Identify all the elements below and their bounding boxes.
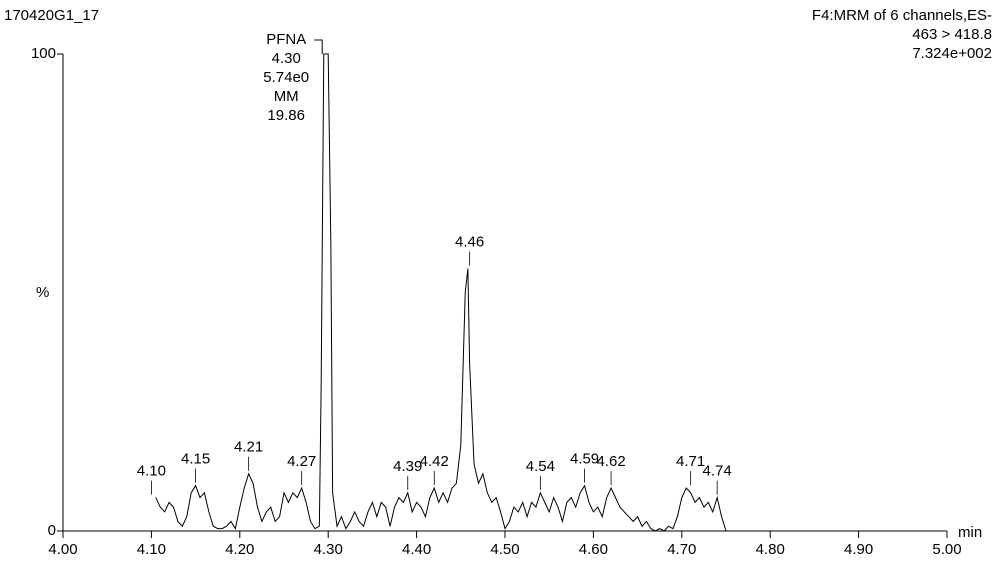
peak-leader bbox=[314, 39, 323, 54]
subtitle: 7.324e+002 bbox=[912, 45, 992, 62]
peak-label: 4.54 bbox=[526, 458, 555, 475]
trace bbox=[155, 53, 727, 532]
peak-label: 4.71 bbox=[676, 453, 705, 470]
x-tick-label: 5.00 bbox=[932, 541, 961, 558]
x-tick-label: 4.40 bbox=[402, 541, 431, 558]
x-tick-label: 4.50 bbox=[490, 541, 519, 558]
peak-label: 4.15 bbox=[181, 451, 210, 468]
x-tick-label: 4.30 bbox=[314, 541, 343, 558]
chart-title: 170420G1_17 bbox=[4, 7, 99, 24]
subtitle: F4:MRM of 6 channels,ES- bbox=[812, 7, 992, 24]
peak-annotation: MM bbox=[274, 88, 299, 105]
y-tick-label: 0 bbox=[48, 522, 56, 539]
y-axis-label: % bbox=[36, 284, 49, 301]
y-tick-label: 100 bbox=[31, 45, 56, 62]
peak-label: 4.21 bbox=[234, 439, 263, 456]
x-axis-label: min bbox=[958, 524, 982, 541]
x-tick-label: 4.80 bbox=[756, 541, 785, 558]
x-tick-label: 4.70 bbox=[667, 541, 696, 558]
peak-label: 4.42 bbox=[420, 453, 449, 470]
x-tick-label: 4.20 bbox=[225, 541, 254, 558]
peak-label: 4.59 bbox=[570, 451, 599, 468]
peak-annotation: 4.30 bbox=[272, 50, 301, 67]
peak-annotation: 5.74e0 bbox=[263, 69, 309, 86]
peak-label: 4.74 bbox=[703, 463, 732, 480]
peak-label: 4.39 bbox=[393, 458, 422, 475]
x-tick-label: 4.00 bbox=[48, 541, 77, 558]
peak-annotation: PFNA bbox=[266, 31, 306, 48]
peak-annotation: 19.86 bbox=[267, 107, 305, 124]
x-tick-label: 4.90 bbox=[844, 541, 873, 558]
peak-label: 4.27 bbox=[287, 453, 316, 470]
peak-label: 4.62 bbox=[596, 453, 625, 470]
subtitle: 463 > 418.8 bbox=[912, 26, 992, 43]
x-tick-label: 4.10 bbox=[137, 541, 166, 558]
peak-label: 4.10 bbox=[137, 463, 166, 480]
x-tick-label: 4.60 bbox=[579, 541, 608, 558]
peak-label: 4.46 bbox=[455, 234, 484, 251]
